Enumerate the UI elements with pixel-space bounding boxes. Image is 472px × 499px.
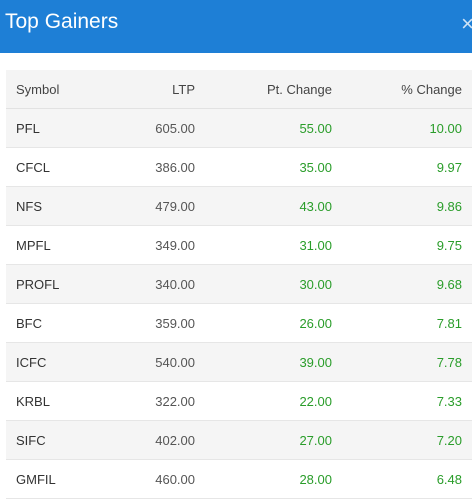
ltp-cell: 386.00	[155, 159, 195, 175]
pct-change-cell: 7.33	[436, 393, 462, 409]
pt-change-cell: 30.00	[299, 276, 332, 292]
pt-change-cell: 26.00	[299, 315, 332, 331]
ltp-cell: 460.00	[155, 471, 195, 487]
pct-change-cell: 9.75	[436, 237, 462, 253]
table-row[interactable]: NFS 479.00 43.00 9.86	[6, 186, 472, 226]
table-row[interactable]: PROFL 340.00 30.00 9.68	[6, 264, 472, 304]
ltp-cell: 340.00	[155, 276, 195, 292]
pt-change-cell: 27.00	[299, 432, 332, 448]
pt-change-cell: 22.00	[299, 393, 332, 409]
column-header-symbol[interactable]: Symbol	[6, 70, 126, 109]
symbol-cell: CFCL	[16, 159, 50, 175]
pct-change-cell: 9.68	[436, 276, 462, 292]
ltp-cell: 322.00	[155, 393, 195, 409]
pt-change-cell: 43.00	[299, 198, 332, 214]
pt-change-cell: 55.00	[299, 120, 332, 136]
ltp-cell: 479.00	[155, 198, 195, 214]
close-icon[interactable]: ×	[461, 11, 472, 36]
table-row[interactable]: SIFC 402.00 27.00 7.20	[6, 420, 472, 460]
ltp-cell: 605.00	[155, 120, 195, 136]
symbol-cell: PROFL	[16, 276, 60, 292]
panel-title: Top Gainers	[5, 10, 119, 33]
column-header-pt-change[interactable]: Pt. Change	[195, 70, 332, 109]
symbol-cell: NFS	[16, 198, 42, 214]
table-row[interactable]: GMFIL 460.00 28.00 6.48	[6, 459, 472, 499]
pct-change-cell: 10.00	[429, 120, 462, 136]
pct-change-cell: 7.78	[436, 354, 462, 370]
symbol-cell: GMFIL	[16, 471, 56, 487]
table-row[interactable]: ICFC 540.00 39.00 7.78	[6, 342, 472, 382]
pct-change-cell: 6.48	[436, 471, 462, 487]
table-row[interactable]: PFL 605.00 55.00 10.00	[6, 108, 472, 148]
panel-header: Top Gainers ×	[0, 0, 472, 53]
table-row[interactable]: KRBL 322.00 22.00 7.33	[6, 381, 472, 421]
ltp-cell: 349.00	[155, 237, 195, 253]
pct-change-cell: 7.20	[436, 432, 462, 448]
pt-change-cell: 35.00	[299, 159, 332, 175]
pct-change-cell: 9.86	[436, 198, 462, 214]
table-row[interactable]: CFCL 386.00 35.00 9.97	[6, 147, 472, 187]
table-body: PFL 605.00 55.00 10.00 CFCL 386.00 35.00 9.97 NF…	[6, 108, 472, 499]
column-header-ltp[interactable]: LTP	[126, 70, 195, 109]
table-header-row: Symbol LTP Pt. Change % Change	[6, 70, 472, 109]
pt-change-cell: 31.00	[299, 237, 332, 253]
pt-change-cell: 28.00	[299, 471, 332, 487]
pct-change-cell: 7.81	[436, 315, 462, 331]
ltp-cell: 359.00	[155, 315, 195, 331]
symbol-cell: SIFC	[16, 432, 46, 448]
gainers-table: Symbol LTP Pt. Change % Change PFL 605.00…	[6, 70, 472, 499]
table-row[interactable]: BFC 359.00 26.00 7.81	[6, 303, 472, 343]
column-header-pct-change[interactable]: % Change	[332, 70, 472, 109]
ltp-cell: 540.00	[155, 354, 195, 370]
table-row[interactable]: MPFL 349.00 31.00 9.75	[6, 225, 472, 265]
symbol-cell: MPFL	[16, 237, 51, 253]
symbol-cell: ICFC	[16, 354, 47, 370]
pt-change-cell: 39.00	[299, 354, 332, 370]
pct-change-cell: 9.97	[436, 159, 462, 175]
symbol-cell: BFC	[16, 315, 42, 331]
gainers-table-container: Symbol LTP Pt. Change % Change PFL 605.00…	[6, 70, 472, 499]
ltp-cell: 402.00	[155, 432, 195, 448]
symbol-cell: PFL	[16, 120, 40, 136]
symbol-cell: KRBL	[16, 393, 50, 409]
